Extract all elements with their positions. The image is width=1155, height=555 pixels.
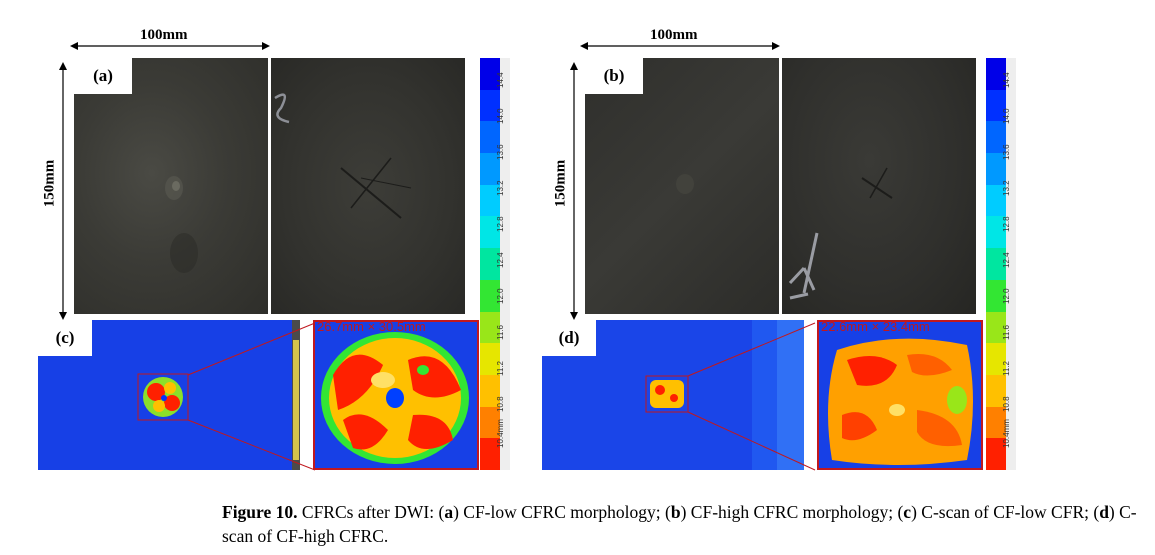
colorbar-tick-label: 10.8 [1002,396,1011,412]
colorbar-swatch [480,58,500,91]
zoom-lines-c [187,322,316,471]
caption-part-5: ) C-scan of CF-high CFRC. [222,502,1137,546]
caption-part-4: ) C-scan of CF-low CFR; ( [911,502,1100,522]
panel-label-d: (d) [542,320,596,356]
colorbar-tick-label: 11.2 [1002,361,1011,376]
height-dimension-arrow-a [59,62,67,320]
colorbar-tick-label: 10.8 [496,396,505,412]
width-dimension-arrow-a [70,42,270,50]
specimen-photo-front-b [585,58,779,314]
colorbar-swatch [986,248,1006,281]
caption-part-3: ) CF-high CFRC morphology; ( [680,502,904,522]
colorbar-swatch [480,184,500,217]
specimen-photo-front-a [74,58,268,314]
colorbar-tick-label: 13.6 [1002,144,1011,160]
height-label-a: 150mm [41,159,58,208]
colorbar-tick-label: 12.8 [1002,216,1011,232]
colorbar-swatch [986,89,1006,122]
colorbar-swatch [986,279,1006,313]
colorbar-tick-label: 14.0 [1002,108,1011,124]
width-label-b: 100mm [650,27,698,43]
colorbar-swatch [986,153,1006,186]
caption-ref-d: d [1099,502,1109,522]
colorbar-swatch [986,438,1006,471]
colorbar-swatch [986,374,1006,408]
width-dimension-arrow-b [580,42,780,50]
specimen-photo-back-a [271,58,465,314]
colorbar-swatch [480,311,500,344]
panel-label-b: (b) [585,58,643,94]
colorbar-swatch [480,406,500,439]
colorbar-tick-label: 13.2 [496,180,505,196]
width-label-a: 100mm [140,27,188,43]
colorbar-tick-label: 11.2 [496,361,505,376]
colorbar-left: 14.4 14.0 13.6 13.2 12.8 12.4 12.0 11.6 11.2 10.8… [480,58,510,471]
measure-label-c: 26.7mm × 30.5mm [317,319,426,334]
zoom-frame-d [817,320,983,470]
colorbar-tick-label: 10.4mm [496,419,505,448]
caption-part-1: CFRCs after DWI: ( [297,502,445,522]
caption-ref-b: b [670,502,681,522]
colorbar-tick-label: 11.6 [496,325,505,340]
colorbar-swatch [480,343,500,376]
colorbar-swatch [480,438,500,471]
colorbar-tick-label: 11.6 [1002,325,1011,340]
colorbar-tick-label: 14.4 [496,72,505,88]
colorbar-tick-label: 13.6 [496,144,505,160]
colorbar-tick-label: 12.4 [1002,252,1011,268]
colorbar-tick-label: 14.0 [496,108,505,124]
panel-label-c: (c) [38,320,92,356]
figure-number: Figure 10. [222,502,298,522]
colorbar-swatch [986,184,1006,217]
measure-label-d: 22.6mm × 23.4mm [821,319,930,334]
caption-ref-a: a [444,502,454,522]
caption-part-2: ) CF-low CFRC morphology; ( [453,502,671,522]
height-dimension-arrow-b [570,62,578,320]
colorbar-tick-label: 12.8 [496,216,505,232]
colorbar-swatch [986,343,1006,376]
colorbar-swatch [480,153,500,186]
colorbar-swatch [986,311,1006,344]
colorbar-swatch [480,121,500,154]
colorbar-tick-label: 12.0 [1002,288,1011,304]
colorbar-swatch [480,374,500,408]
colorbar-swatch [986,216,1006,249]
cscan-zoom-d [817,320,983,470]
colorbar-tick-label: 13.2 [1002,180,1011,196]
colorbar-swatch [480,248,500,281]
specimen-photo-back-b [782,58,976,314]
colorbar-tick-label: 12.4 [496,252,505,268]
colorbar-swatch [480,279,500,313]
caption-ref-c: c [903,502,912,522]
height-label-b: 150mm [552,159,569,208]
figure-caption: Figure 10. CFRCs after DWI: (a) CF-low C… [222,500,1142,548]
colorbar-tick-label: 12.0 [496,288,505,304]
colorbar-tick-label: 10.4mm [1002,419,1011,448]
colorbar-swatch [986,58,1006,91]
colorbar-swatch [480,89,500,122]
zoom-lines-d [687,322,816,471]
colorbar-tick-label: 14.4 [1002,72,1011,88]
panel-label-a: (a) [74,58,132,94]
zoom-frame-c [313,320,479,470]
colorbar-swatch [986,406,1006,439]
colorbar-right: 14.4 14.0 13.6 13.2 12.8 12.4 12.0 11.6 11.2 10.8… [986,58,1016,471]
cscan-zoom-c [313,320,479,470]
colorbar-swatch [480,216,500,249]
colorbar-swatch [986,121,1006,154]
